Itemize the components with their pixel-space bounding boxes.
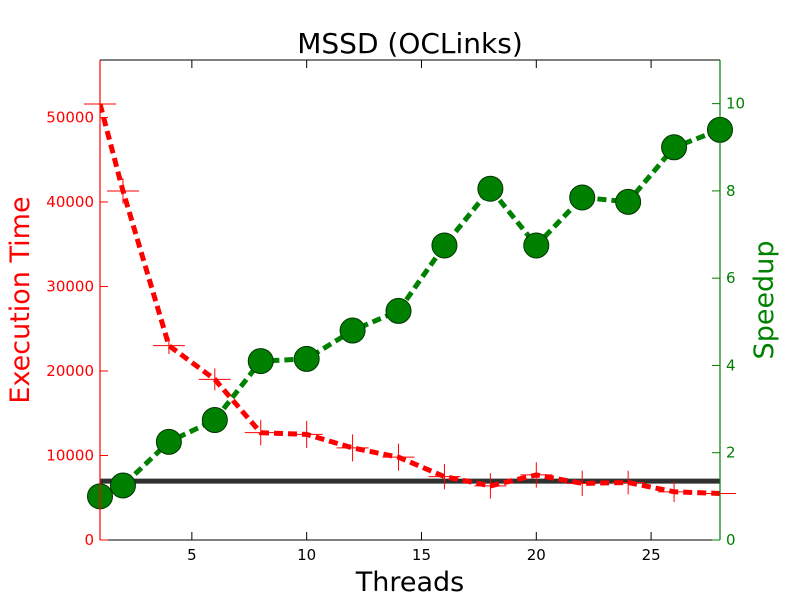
x-tick-label: 10 xyxy=(297,546,316,564)
chart-title: MSSD (OCLinks) xyxy=(297,27,523,60)
speedup-point xyxy=(109,472,136,499)
speedup-point xyxy=(661,134,688,161)
y-left-tick-label: 10000 xyxy=(46,446,94,464)
y-right-tick-label: 4 xyxy=(726,356,736,374)
y-right-tick-label: 0 xyxy=(726,531,736,549)
y-left-tick-label: 30000 xyxy=(46,277,94,295)
speedup-point xyxy=(155,428,182,455)
x-tick-label: 25 xyxy=(642,546,661,564)
y-left-tick-label: 20000 xyxy=(46,362,94,380)
speedup-point xyxy=(523,232,550,259)
y-right-tick-label: 8 xyxy=(726,182,736,200)
y-axis-right-label: Speedup xyxy=(749,241,780,360)
speedup-point xyxy=(339,317,366,344)
speedup-point xyxy=(293,345,320,372)
y-left-tick-label: 40000 xyxy=(46,193,94,211)
x-tick-label: 15 xyxy=(412,546,431,564)
speedup-point xyxy=(385,297,412,324)
y-left-tick-label: 50000 xyxy=(46,108,94,126)
speedup-point xyxy=(569,184,596,211)
x-tick-label: 5 xyxy=(187,546,197,564)
speedup-point xyxy=(615,188,642,215)
y-axis-left-label: Execution Time xyxy=(5,196,36,403)
y-right-tick-label: 10 xyxy=(726,95,745,113)
x-axis-label: Threads xyxy=(355,567,464,598)
speedup-point xyxy=(431,232,458,259)
speedup-point xyxy=(247,348,274,375)
x-tick-label: 20 xyxy=(527,546,546,564)
y-right-tick-label: 6 xyxy=(726,269,736,287)
speedup-point xyxy=(477,175,504,202)
speedup-point xyxy=(201,407,228,433)
y-right-tick-label: 2 xyxy=(726,444,736,462)
y-left-tick-label: 0 xyxy=(84,531,94,549)
